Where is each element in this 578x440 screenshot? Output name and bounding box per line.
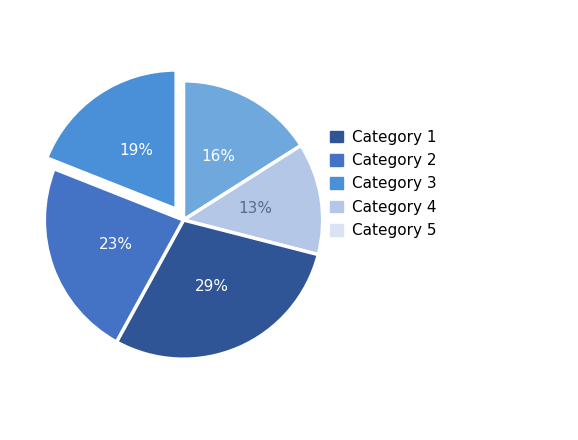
Text: 23%: 23% — [98, 237, 132, 252]
Text: 13%: 13% — [238, 201, 272, 216]
Wedge shape — [183, 81, 301, 220]
Wedge shape — [184, 145, 323, 255]
Legend: Category 1, Category 2, Category 3, Category 4, Category 5: Category 1, Category 2, Category 3, Cate… — [326, 125, 441, 243]
Text: 19%: 19% — [120, 143, 154, 158]
Wedge shape — [47, 70, 176, 209]
Text: 29%: 29% — [195, 279, 229, 294]
Text: 16%: 16% — [201, 149, 235, 164]
Wedge shape — [116, 220, 318, 359]
Wedge shape — [45, 169, 184, 342]
